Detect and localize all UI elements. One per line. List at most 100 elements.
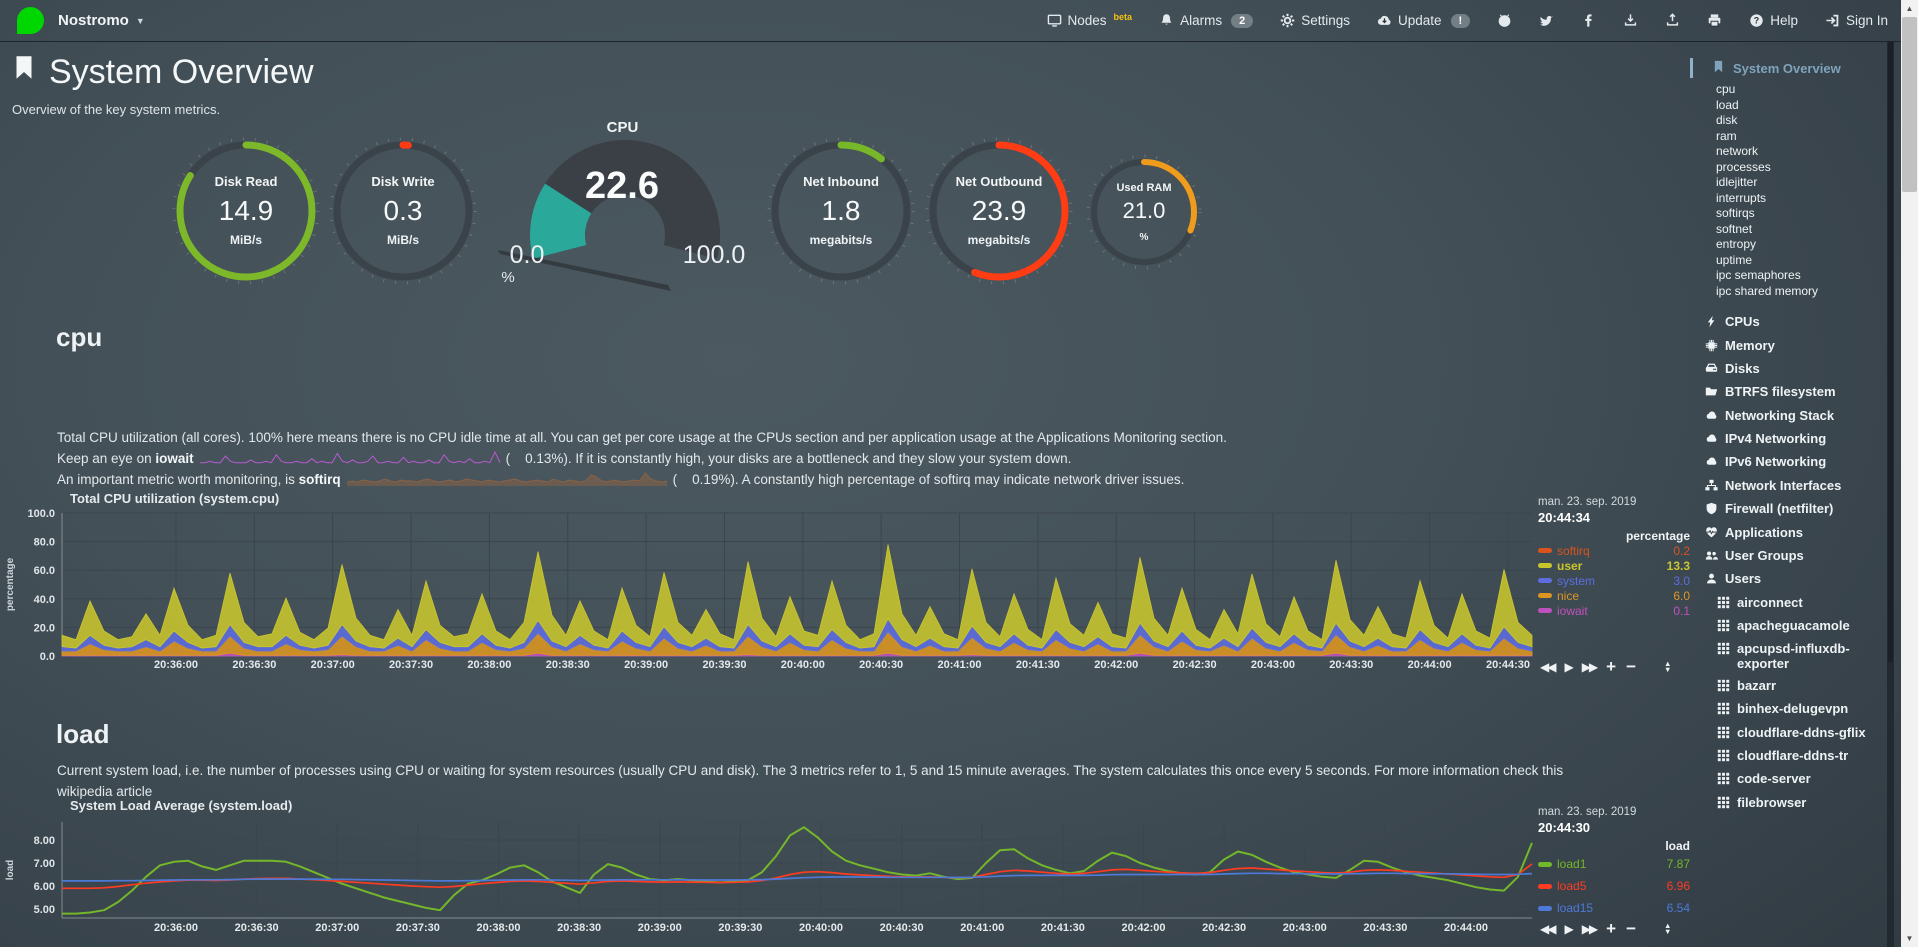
legend-item-nice[interactable]: nice 6.0	[1538, 588, 1690, 603]
softirq-sparkline-chart[interactable]	[346, 472, 667, 489]
sidebar-item-user-groups[interactable]: User Groups	[1690, 545, 1887, 568]
svg-text:20:41:00: 20:41:00	[960, 922, 1004, 934]
import-snapshot-button[interactable]	[1623, 13, 1638, 28]
pan-backward-button[interactable]: ◀◀	[1540, 921, 1557, 936]
sidebar-item-firewall-netfilter-[interactable]: Firewall (netfilter)	[1690, 498, 1887, 521]
export-snapshot-button[interactable]	[1665, 13, 1680, 28]
sidebar-item-memory[interactable]: Memory	[1690, 334, 1887, 357]
sidebar-item-btrfs-filesystem[interactable]: BTRFS filesystem	[1690, 381, 1887, 404]
settings-button[interactable]: Settings	[1280, 13, 1350, 28]
sidebar-item-filebrowser[interactable]: filebrowser	[1690, 792, 1887, 815]
load-average-chart[interactable]: 5.00 6.00 7.00 8.00 20:36:00 20:36:30 20:37:00…	[0, 798, 1690, 947]
scroll-up-arrow[interactable]: ▲	[1901, 0, 1918, 17]
play-button[interactable]: ▶	[1564, 921, 1573, 936]
scroll-down-arrow[interactable]: ▼	[1901, 930, 1918, 947]
sidebar-subitem-ipc-semaphores[interactable]: ipc semaphores	[1716, 268, 1801, 282]
update-button[interactable]: Update !	[1377, 13, 1471, 28]
help-button[interactable]: ? Help	[1749, 13, 1798, 28]
chip-icon	[1705, 338, 1718, 355]
nodes-button[interactable]: Nodes beta	[1047, 12, 1132, 28]
sidebar-subitem-idlejitter[interactable]: idlejitter	[1716, 175, 1758, 189]
sidebar-item-cpus[interactable]: CPUs	[1690, 311, 1887, 334]
play-button[interactable]: ▶	[1564, 659, 1573, 674]
sidebar-subitem-softnet[interactable]: softnet	[1716, 221, 1753, 236]
sidebar-subitem-ram[interactable]: ram	[1716, 128, 1737, 143]
sidebar-item-apacheguacamole[interactable]: apacheguacamole	[1690, 615, 1887, 638]
sidebar-item-network-interfaces[interactable]: Network Interfaces	[1690, 475, 1887, 498]
sidebar-item-disks[interactable]: Disks	[1690, 358, 1887, 381]
sidebar-subitem-ipc-shared-memory[interactable]: ipc shared memory	[1716, 283, 1819, 298]
iowait-sparkline-chart[interactable]	[199, 450, 501, 468]
legend-item-load5[interactable]: load5 6.96	[1538, 875, 1690, 897]
twitter-button[interactable]	[1539, 13, 1554, 28]
zoom-out-button[interactable]: −	[1626, 657, 1637, 676]
sidebar-subitem-uptime[interactable]: uptime	[1716, 252, 1753, 267]
sidebar-item-code-server[interactable]: code-server	[1690, 768, 1887, 791]
grid-icon	[1717, 678, 1730, 695]
load-description-line2-wikipedia-link[interactable]: wikipedia article	[57, 784, 153, 799]
sidebar-item-system-overview[interactable]: System Overview	[1690, 54, 1887, 82]
bookmark-icon	[12, 52, 36, 92]
hostname-dropdown[interactable]: Nostromo ▼	[58, 12, 145, 29]
legend-item-softirq[interactable]: softirq 0.2	[1538, 543, 1690, 558]
zoom-out-button[interactable]: −	[1626, 919, 1637, 938]
sidebar-subitem-cpu[interactable]: cpu	[1716, 82, 1736, 96]
signin-button[interactable]: Sign In	[1825, 13, 1888, 28]
sidebar-item-networking-stack[interactable]: Networking Stack	[1690, 405, 1887, 428]
legend-item-iowait[interactable]: iowait 0.1	[1538, 603, 1690, 618]
sidebar-item-ipv6-networking[interactable]: IPv6 Networking	[1690, 451, 1887, 474]
window-scrollbar[interactable]: ▲ ▼	[1901, 0, 1918, 947]
cpu-chart-canvas[interactable]: 0.0 20.0 40.0 60.0 80.0 100.0 20:36:00 20:36:30…	[0, 492, 1690, 680]
sidebar-subitem-network[interactable]: network	[1716, 144, 1759, 158]
sidebar-item-apcupsd-influxdb-exporter[interactable]: apcupsd-influxdb-exporter	[1690, 638, 1887, 674]
netdata-logo[interactable]	[17, 7, 44, 34]
legend-item-load15[interactable]: load15 6.54	[1538, 897, 1690, 919]
sidebar-scrollbar[interactable]	[1887, 42, 1894, 947]
svg-text:20:37:00: 20:37:00	[315, 922, 359, 934]
svg-text:Total CPU utilization (system.: Total CPU utilization (system.cpu)	[70, 492, 279, 506]
sidebar-item-airconnect[interactable]: airconnect	[1690, 592, 1887, 615]
sidebar-subitem-interrupts[interactable]: interrupts	[1716, 190, 1767, 205]
sidebar-subitem-load[interactable]: load	[1716, 97, 1739, 112]
gauge-cpu[interactable]: CPU 22.6 0.0 100.0%	[490, 117, 755, 297]
gauge-net-inbound[interactable]: Net Inbound 1.8 megabits/s	[766, 136, 916, 286]
cpu-utilization-chart[interactable]: 0.0 20.0 40.0 60.0 80.0 100.0 20:36:00 20:36:30…	[0, 492, 1690, 680]
print-button[interactable]	[1707, 13, 1722, 28]
zoom-in-button[interactable]: +	[1606, 657, 1617, 676]
github-button[interactable]	[1497, 13, 1512, 28]
sidebar-subitem-entropy[interactable]: entropy	[1716, 237, 1757, 251]
sidebar-subitem-softirqs[interactable]: softirqs	[1716, 206, 1755, 220]
sidebar-item-users[interactable]: Users	[1690, 568, 1887, 591]
sidebar-item-binhex-delugevpn[interactable]: binhex-delugevpn	[1690, 698, 1887, 721]
load-chart-legend: man. 23. sep. 2019 20:44:30 load load1 7.87 l…	[1538, 806, 1690, 919]
alarms-button[interactable]: Alarms 2	[1159, 13, 1254, 28]
legend-date: man. 23. sep. 2019	[1538, 496, 1637, 508]
legend-item-user[interactable]: user 13.3	[1538, 558, 1690, 573]
sidebar-item-bazarr[interactable]: bazarr	[1690, 675, 1887, 698]
resize-handle[interactable]: ▲ ▼	[1664, 659, 1672, 674]
pan-forward-button[interactable]: ▶▶	[1581, 921, 1599, 936]
gauge-value: 22.6	[585, 165, 659, 207]
svg-text:20:44:30: 20:44:30	[1486, 659, 1530, 671]
gauge-net-outbound[interactable]: Net Outbound 23.9 megabits/s	[924, 136, 1074, 286]
zoom-in-button[interactable]: +	[1606, 919, 1617, 938]
sidebar-item-ipv4-networking[interactable]: IPv4 Networking	[1690, 428, 1887, 451]
load-chart-canvas[interactable]: 5.00 6.00 7.00 8.00 20:36:00 20:36:30 20:37:00…	[0, 798, 1690, 947]
pan-forward-button[interactable]: ▶▶	[1581, 659, 1599, 674]
gauge-title: Net Outbound	[955, 174, 1043, 189]
gauge-used-ram[interactable]: Used RAM 21.0%	[1084, 152, 1204, 272]
sidebar-item-applications[interactable]: Applications	[1690, 521, 1887, 544]
scrollbar-thumb[interactable]	[1902, 17, 1917, 192]
sidebar-item-cloudflare-ddns-tr[interactable]: cloudflare-ddns-tr	[1690, 745, 1887, 768]
gauge-disk-read[interactable]: Disk Read 14.9 MiB/s	[171, 136, 321, 286]
sidebar-item-cloudflare-ddns-gflix[interactable]: cloudflare-ddns-gflix	[1690, 721, 1887, 744]
gauge-title: Net Inbound	[803, 174, 879, 189]
legend-item-system[interactable]: system 3.0	[1538, 573, 1690, 588]
legend-item-load1[interactable]: load1 7.87	[1538, 853, 1690, 875]
pan-backward-button[interactable]: ◀◀	[1540, 659, 1557, 674]
sidebar-subitem-processes[interactable]: processes	[1716, 159, 1771, 174]
sidebar-subitem-disk[interactable]: disk	[1716, 113, 1738, 127]
facebook-button[interactable]	[1581, 13, 1596, 28]
resize-handle[interactable]: ▲ ▼	[1664, 921, 1672, 936]
gauge-disk-write[interactable]: Disk Write 0.3 MiB/s	[328, 136, 478, 286]
